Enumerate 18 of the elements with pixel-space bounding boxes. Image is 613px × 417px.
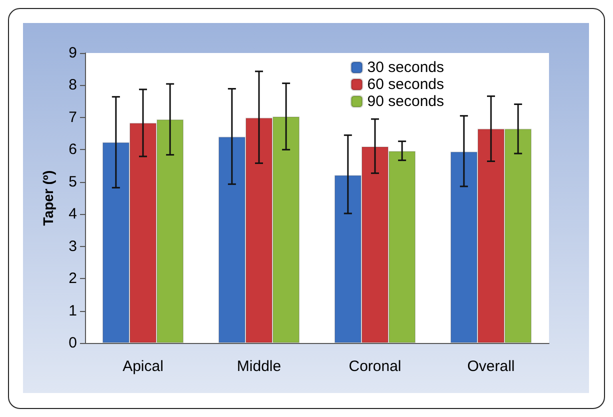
x-tick-label: Coronal [348, 358, 402, 375]
x-tick-label: Apical [122, 358, 164, 375]
legend-label: 90 seconds [367, 93, 444, 110]
legend-label: 60 seconds [367, 76, 444, 93]
y-tick-label: 9 [68, 44, 77, 62]
y-tick-label: 4 [68, 206, 77, 223]
y-tick-label: 3 [68, 238, 77, 255]
x-tick-label: Overall [467, 358, 515, 375]
y-axis-title: Taper (º) [40, 170, 56, 226]
y-tick-label: 2 [68, 270, 77, 288]
y-tick-label: 8 [68, 76, 77, 94]
legend-label: 30 seconds [367, 59, 444, 76]
y-tick-label: 6 [68, 141, 77, 158]
y-tick-label: 0 [68, 334, 77, 352]
y-tick-label: 7 [68, 108, 77, 126]
y-tick-label: 1 [68, 302, 77, 320]
y-tick-label: 5 [68, 173, 77, 190]
x-tick-label: Middle [236, 358, 282, 375]
